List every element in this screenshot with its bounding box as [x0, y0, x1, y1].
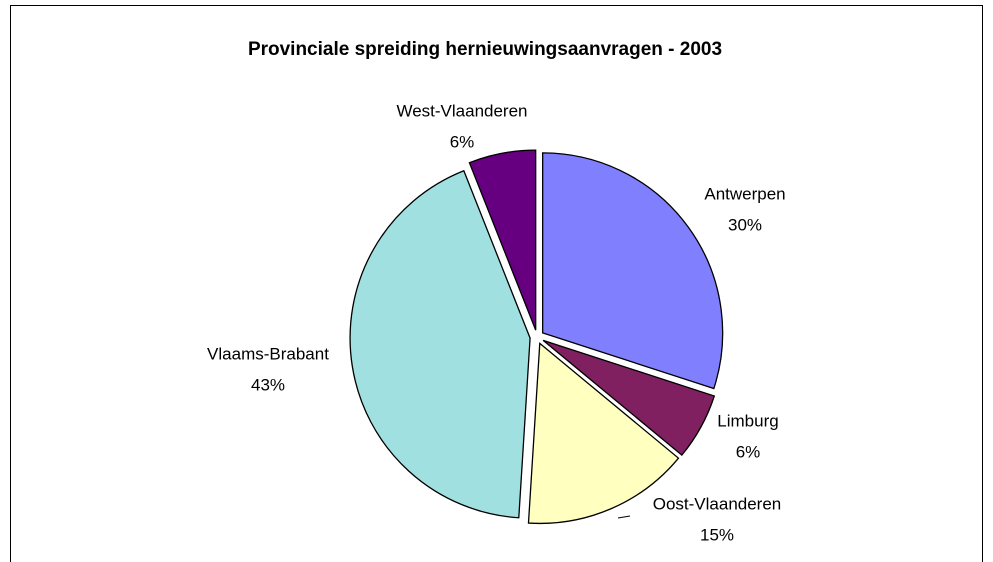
pie-slice: [527, 342, 680, 525]
slice-label: West-Vlaanderen: [396, 101, 527, 120]
pie-slice: [349, 169, 531, 519]
slice-value-label: 6%: [736, 442, 761, 461]
pie-slice: [542, 339, 716, 457]
slice-label: Vlaams-Brabant: [207, 344, 329, 363]
slice-value-label: 43%: [251, 375, 285, 394]
slice-label: Oost-Vlaanderen: [653, 494, 782, 513]
slice-label: Antwerpen: [704, 184, 785, 203]
leader-line: [617, 515, 631, 519]
slice-value-label: 6%: [450, 132, 475, 151]
slice-value-label: 30%: [728, 215, 762, 234]
slice-value-label: 15%: [700, 525, 734, 544]
pie-slice: [542, 152, 724, 390]
pie-slice: [468, 149, 537, 331]
slice-label: Limburg: [717, 411, 778, 430]
chart-title: Provinciale spreiding hernieuwingsaanvra…: [248, 39, 722, 60]
